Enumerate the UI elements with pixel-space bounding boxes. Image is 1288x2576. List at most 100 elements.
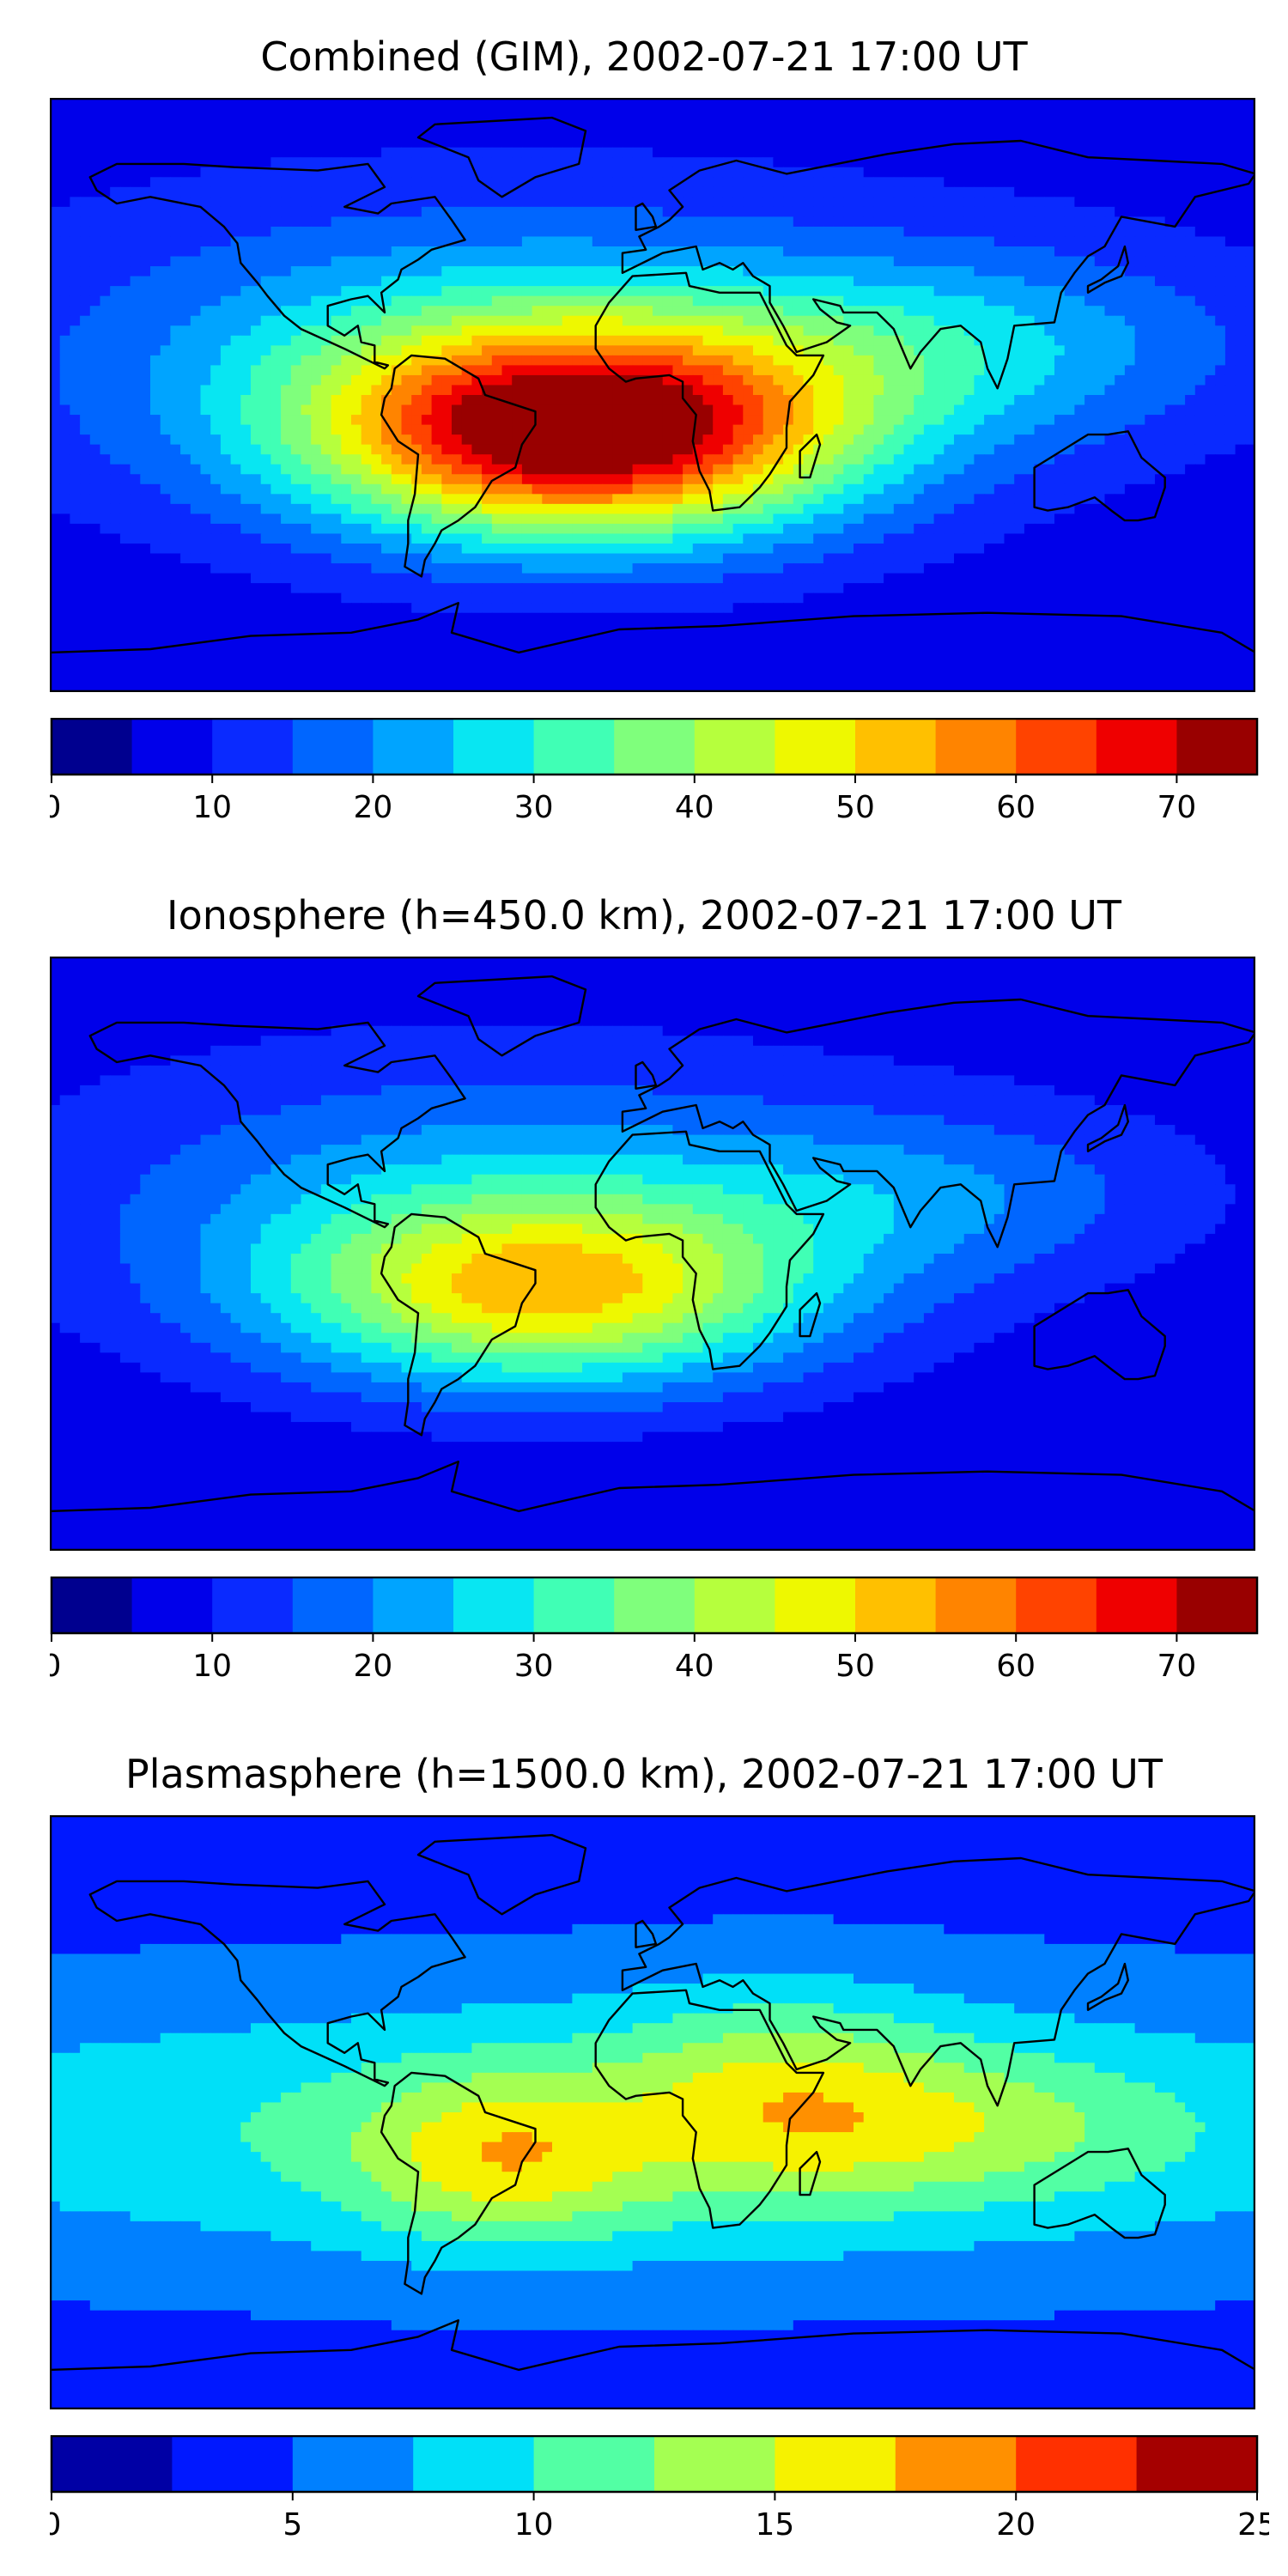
field-cell bbox=[963, 226, 975, 238]
field-cell bbox=[702, 127, 714, 138]
field-cell bbox=[1104, 444, 1115, 455]
field-cell bbox=[632, 206, 643, 217]
field-cell bbox=[341, 444, 352, 455]
field-cell bbox=[301, 107, 312, 118]
field-cell bbox=[1205, 374, 1216, 386]
field-cell bbox=[1124, 454, 1136, 465]
field-cell bbox=[572, 483, 583, 495]
field-cell bbox=[521, 325, 533, 337]
field-cell bbox=[1044, 167, 1055, 178]
field-cell bbox=[602, 236, 613, 247]
field-cell bbox=[160, 365, 171, 376]
field-cell bbox=[1224, 107, 1236, 118]
field-cell bbox=[200, 395, 211, 406]
field-cell bbox=[803, 118, 814, 129]
field-cell bbox=[532, 98, 543, 109]
field-cell bbox=[230, 118, 241, 129]
field-cell bbox=[190, 98, 202, 109]
field-cell bbox=[632, 395, 643, 406]
field-cell bbox=[311, 157, 322, 168]
field-cell bbox=[762, 374, 774, 386]
field-cell bbox=[130, 325, 141, 337]
field-cell bbox=[1245, 454, 1255, 465]
field-cell bbox=[461, 404, 472, 416]
field-cell bbox=[732, 315, 744, 326]
field-cell bbox=[1124, 206, 1136, 217]
field-cell bbox=[854, 434, 865, 446]
field-cell bbox=[170, 415, 181, 426]
field-cell bbox=[80, 295, 91, 307]
field-cell bbox=[632, 118, 643, 129]
field-cell bbox=[914, 415, 925, 426]
field-cell bbox=[863, 345, 874, 356]
field-cell bbox=[452, 395, 463, 406]
field-cell bbox=[180, 306, 191, 317]
field-cell bbox=[260, 216, 271, 228]
field-cell bbox=[963, 355, 975, 366]
field-cell bbox=[491, 503, 503, 514]
field-cell bbox=[702, 147, 714, 158]
field-cell bbox=[572, 286, 583, 297]
field-cell bbox=[954, 365, 965, 376]
field-cell bbox=[552, 147, 563, 158]
field-cell bbox=[80, 266, 91, 277]
field-cell bbox=[1175, 494, 1186, 505]
field-cell bbox=[562, 246, 573, 258]
field-cell bbox=[1245, 226, 1255, 238]
field-cell bbox=[70, 98, 81, 109]
field-cell bbox=[220, 404, 232, 416]
field-cell bbox=[592, 365, 604, 376]
field-cell bbox=[582, 306, 593, 317]
field-cell bbox=[743, 315, 754, 326]
field-cell bbox=[431, 306, 442, 317]
field-cell bbox=[1014, 118, 1025, 129]
field-cell bbox=[1224, 454, 1236, 465]
field-cell bbox=[311, 503, 322, 514]
field-cell bbox=[833, 424, 844, 435]
field-cell bbox=[361, 306, 372, 317]
field-cell bbox=[753, 474, 764, 485]
field-cell bbox=[1004, 424, 1015, 435]
field-cell bbox=[50, 186, 61, 197]
field-cell bbox=[873, 483, 884, 495]
field-cell bbox=[130, 415, 141, 426]
field-cell bbox=[431, 483, 442, 495]
field-cell bbox=[984, 276, 995, 287]
field-cell bbox=[130, 424, 141, 435]
field-cell bbox=[1224, 256, 1236, 267]
field-cell bbox=[1145, 186, 1156, 197]
field-cell bbox=[884, 335, 895, 346]
field-cell bbox=[1194, 236, 1206, 247]
field-cell bbox=[220, 434, 232, 446]
field-cell bbox=[893, 226, 905, 238]
field-cell bbox=[1014, 186, 1025, 197]
field-cell bbox=[1215, 236, 1226, 247]
field-cell bbox=[1194, 197, 1206, 208]
field-cell bbox=[993, 404, 1005, 416]
field-cell bbox=[713, 147, 724, 158]
field-cell bbox=[391, 464, 403, 475]
field-cell bbox=[672, 395, 683, 406]
field-cell bbox=[713, 365, 724, 376]
field-cell bbox=[190, 415, 202, 426]
field-cell bbox=[1054, 286, 1066, 297]
field-cell bbox=[119, 276, 131, 287]
field-cell bbox=[170, 256, 181, 267]
field-cell bbox=[371, 98, 382, 109]
field-cell bbox=[521, 197, 533, 208]
field-cell bbox=[713, 186, 724, 197]
field-cell bbox=[683, 374, 694, 386]
field-cell bbox=[220, 186, 232, 197]
field-cell bbox=[863, 206, 874, 217]
field-cell bbox=[1155, 118, 1166, 129]
field-cell bbox=[1124, 345, 1136, 356]
field-cell bbox=[119, 226, 131, 238]
field-cell bbox=[461, 98, 472, 109]
field-cell bbox=[552, 315, 563, 326]
field-cell bbox=[854, 295, 865, 307]
field-cell bbox=[532, 355, 543, 366]
field-cell bbox=[762, 325, 774, 337]
field-cell bbox=[592, 256, 604, 267]
field-cell bbox=[572, 107, 583, 118]
field-cell bbox=[290, 434, 302, 446]
